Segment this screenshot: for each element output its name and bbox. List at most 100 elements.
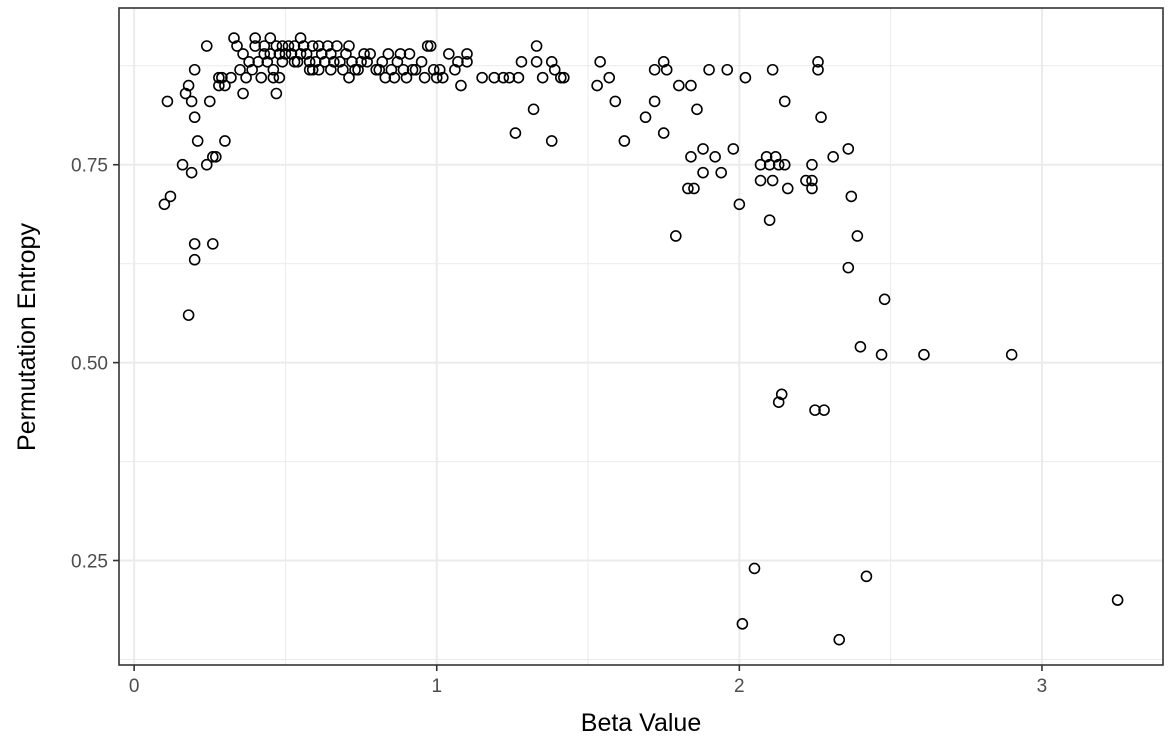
data-point <box>267 63 280 76</box>
data-point <box>273 71 286 84</box>
data-point <box>452 56 464 68</box>
data-point <box>191 135 204 147</box>
data-point <box>182 309 195 321</box>
data-point <box>833 633 846 646</box>
data-point <box>237 48 249 60</box>
data-point <box>370 63 383 76</box>
data-point <box>748 562 761 575</box>
data-point <box>461 56 473 68</box>
data-point <box>682 182 694 195</box>
data-point <box>603 71 616 84</box>
data-point <box>754 158 767 171</box>
data-point <box>697 166 709 179</box>
data-point <box>639 111 652 124</box>
data-point <box>379 71 392 84</box>
data-point <box>188 253 201 266</box>
data-point <box>210 151 222 163</box>
data-point <box>249 32 261 44</box>
data-point <box>763 158 776 171</box>
data-point <box>200 40 213 52</box>
data-point <box>766 174 779 187</box>
data-point <box>781 182 794 195</box>
data-point <box>476 71 488 84</box>
data-point <box>618 135 631 147</box>
data-point <box>854 340 867 353</box>
data-point <box>288 40 301 52</box>
data-point <box>530 40 543 52</box>
data-point <box>697 143 709 155</box>
data-point <box>739 71 752 84</box>
panel-border <box>118 7 1164 666</box>
data-point <box>660 63 673 76</box>
data-point <box>806 174 818 187</box>
data-point <box>164 190 177 203</box>
data-point <box>512 71 525 84</box>
panel-background <box>119 8 1163 665</box>
data-point <box>203 95 216 108</box>
data-point <box>288 56 301 68</box>
data-point <box>800 174 812 187</box>
data-point <box>754 174 767 187</box>
data-point <box>548 63 561 76</box>
data-point <box>185 95 198 108</box>
data-point <box>249 40 261 52</box>
data-point <box>591 79 603 92</box>
data-point <box>594 56 606 68</box>
data-points <box>158 32 1124 646</box>
data-point <box>878 293 891 306</box>
data-point <box>376 56 389 68</box>
data-point <box>488 71 501 84</box>
data-point <box>364 48 376 60</box>
data-point <box>851 230 864 242</box>
data-point <box>406 63 419 76</box>
data-point <box>176 158 189 171</box>
data-point <box>388 71 401 84</box>
data-point <box>461 48 473 60</box>
data-point <box>219 135 231 147</box>
data-point <box>875 348 888 361</box>
data-point <box>234 63 246 76</box>
data-point <box>727 143 740 155</box>
data-point <box>455 79 467 92</box>
data-point <box>703 63 715 76</box>
data-point <box>225 71 237 84</box>
data-point <box>772 158 785 171</box>
data-point <box>349 63 361 76</box>
data-point <box>252 56 265 68</box>
data-point <box>736 618 749 630</box>
data-point <box>312 63 325 76</box>
data-point <box>424 40 437 52</box>
data-point <box>343 40 355 52</box>
data-point <box>515 56 528 68</box>
data-point <box>331 40 343 52</box>
y-tick-label: 0.50 <box>71 354 108 375</box>
data-point <box>182 79 195 92</box>
x-tick-label: 0 <box>129 676 140 697</box>
data-point <box>497 71 510 84</box>
data-point <box>267 71 280 84</box>
data-point <box>503 71 516 84</box>
data-point <box>421 40 434 52</box>
data-point <box>827 151 839 163</box>
data-point <box>766 63 779 76</box>
data-point <box>806 158 818 171</box>
data-point <box>845 190 858 203</box>
y-axis-title: Permutation Entropy <box>13 223 41 451</box>
x-axis-title: Beta Value <box>581 709 701 737</box>
data-point <box>337 63 349 76</box>
data-point <box>158 198 171 211</box>
data-point <box>763 214 776 226</box>
data-point <box>255 71 268 84</box>
data-point <box>185 166 198 179</box>
y-tick-label: 0.25 <box>71 552 108 573</box>
data-point <box>778 95 791 108</box>
data-point <box>806 182 818 195</box>
data-point <box>188 63 201 76</box>
data-point <box>415 56 428 68</box>
data-point <box>264 32 277 44</box>
data-point <box>715 166 727 179</box>
data-point <box>418 71 431 84</box>
data-point <box>200 158 213 171</box>
data-point <box>709 151 721 163</box>
data-point <box>815 111 827 124</box>
